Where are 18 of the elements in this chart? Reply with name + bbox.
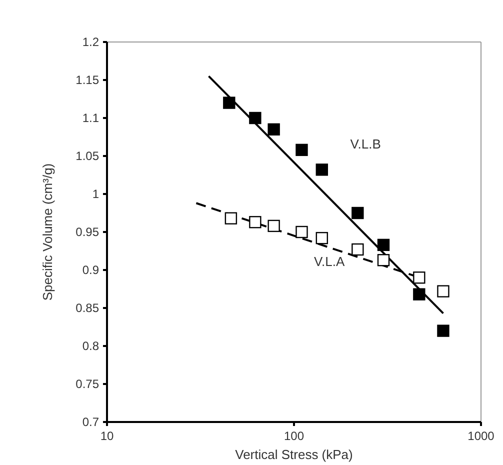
- y-tick-label: 0.9: [82, 263, 100, 278]
- y-tick-label: 1: [92, 187, 100, 202]
- y-tick-label: 0.85: [76, 301, 100, 316]
- x-tick-label: 1000: [468, 429, 495, 443]
- annotation: V.L.B: [350, 136, 381, 152]
- y-tick-label: 1.1: [82, 111, 100, 126]
- x-tick-label: 100: [284, 429, 304, 443]
- annotation: V.L.A: [314, 254, 345, 270]
- y-tick-label: 1.05: [76, 149, 100, 164]
- y-axis-title: Specific Volume (cm³/g): [40, 163, 55, 301]
- y-tick-label: 0.95: [76, 225, 100, 240]
- y-tick-label: 1.2: [82, 35, 100, 50]
- x-tick-label: 10: [100, 429, 114, 443]
- y-tick-label: 1.15: [76, 73, 100, 88]
- y-tick-label: 0.75: [76, 377, 100, 392]
- x-axis-title: Vertical Stress (kPa): [235, 447, 353, 462]
- y-tick-label: 0.8: [82, 339, 100, 354]
- y-tick-label: 0.7: [82, 415, 100, 430]
